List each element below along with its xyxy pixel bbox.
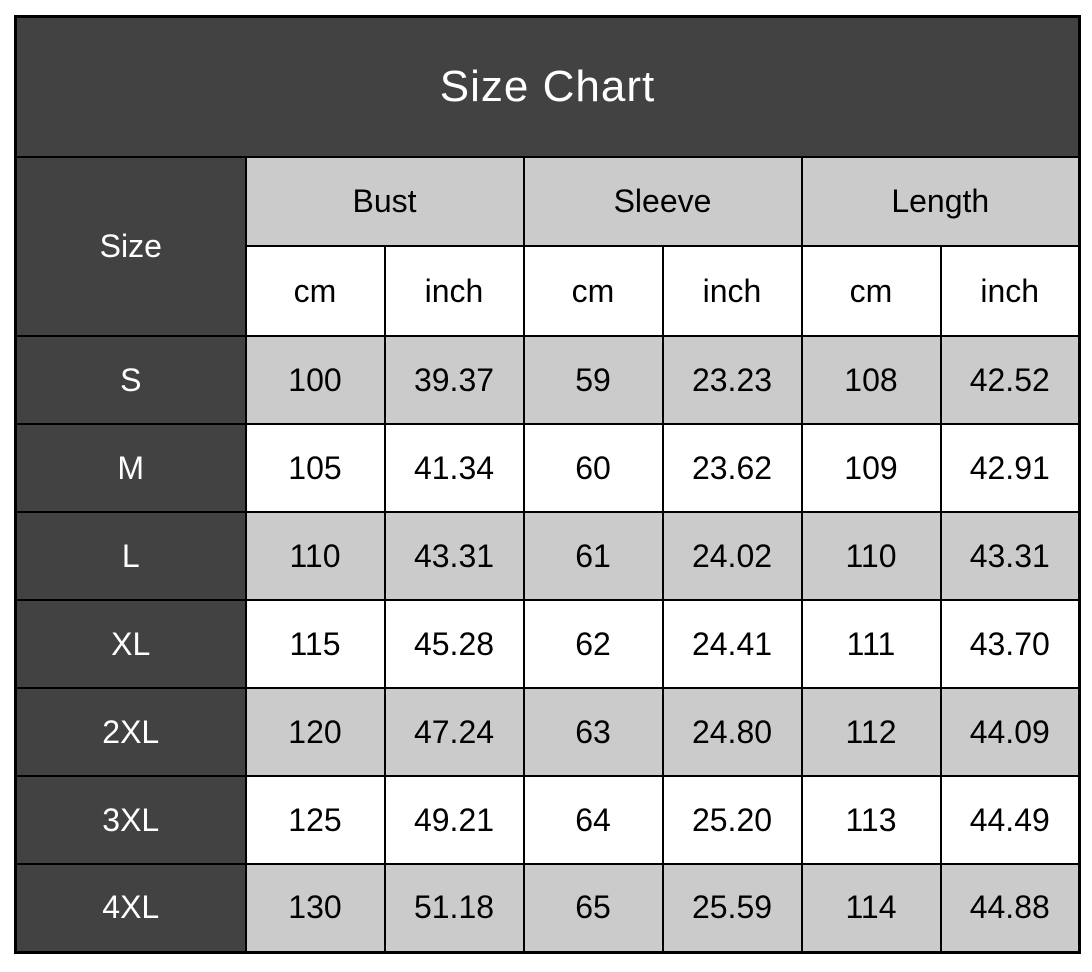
length-cm-header: cm (800, 245, 942, 337)
measurement-cell: 62 (522, 599, 664, 689)
measurement-cell: 51.18 (383, 863, 525, 953)
measurement-cell: 42.91 (939, 423, 1081, 513)
measurement-cell: 125 (244, 775, 386, 865)
size-label: S (14, 335, 247, 425)
measurement-cell: 59 (522, 335, 664, 425)
measurement-cell: 42.52 (939, 335, 1081, 425)
title-row: Size Chart (14, 15, 1081, 158)
measurement-cell: 113 (800, 775, 942, 865)
measurement-cell: 112 (800, 687, 942, 777)
measurement-cell: 105 (244, 423, 386, 513)
size-column-header: Size (14, 156, 247, 337)
measurement-cell: 25.20 (661, 775, 803, 865)
measurement-cell: 130 (244, 863, 386, 953)
measurement-cell: 111 (800, 599, 942, 689)
measurement-cell: 24.41 (661, 599, 803, 689)
size-label: 4XL (14, 863, 247, 953)
measurement-cell: 44.49 (939, 775, 1081, 865)
bust-inch-header: inch (383, 245, 525, 337)
length-group-header: Length (800, 156, 1081, 247)
table-row: L 110 43.31 61 24.02 110 43.31 (14, 511, 1081, 601)
measurement-cell: 44.09 (939, 687, 1081, 777)
table-row: M 105 41.34 60 23.62 109 42.91 (14, 423, 1081, 513)
measurement-cell: 45.28 (383, 599, 525, 689)
measurement-cell: 25.59 (661, 863, 803, 953)
measurement-cell: 114 (800, 863, 942, 953)
table-row: S 100 39.37 59 23.23 108 42.52 (14, 335, 1081, 425)
measurement-cell: 41.34 (383, 423, 525, 513)
measurement-cell: 100 (244, 335, 386, 425)
measurement-cell: 63 (522, 687, 664, 777)
measurement-cell: 24.02 (661, 511, 803, 601)
measurement-cell: 65 (522, 863, 664, 953)
sleeve-group-header: Sleeve (522, 156, 803, 247)
measurement-cell: 43.70 (939, 599, 1081, 689)
size-chart-table: Size Chart Size Bust Sleeve Length cm in… (14, 15, 1081, 954)
measurement-cell: 44.88 (939, 863, 1081, 953)
table-row: XL 115 45.28 62 24.41 111 43.70 (14, 599, 1081, 689)
size-label: XL (14, 599, 247, 689)
table-row: 4XL 130 51.18 65 25.59 114 44.88 (14, 863, 1081, 953)
length-inch-header: inch (939, 245, 1081, 337)
measurement-cell: 23.62 (661, 423, 803, 513)
measurement-cell: 110 (244, 511, 386, 601)
measurement-cell: 43.31 (939, 511, 1081, 601)
unit-header-row: cm inch cm inch cm inch (16, 245, 1081, 337)
bust-group-header: Bust (244, 156, 525, 247)
measurement-cell: 61 (522, 511, 664, 601)
measurement-cell: 49.21 (383, 775, 525, 865)
size-label: 3XL (14, 775, 247, 865)
bust-cm-header: cm (244, 245, 386, 337)
group-header-row: Size Bust Sleeve Length (14, 156, 1081, 337)
measurement-cell: 115 (244, 599, 386, 689)
size-label: L (14, 511, 247, 601)
measurement-cell: 23.23 (661, 335, 803, 425)
table-row: 3XL 125 49.21 64 25.20 113 44.49 (14, 775, 1081, 865)
measurement-cell: 64 (522, 775, 664, 865)
size-table-body: S 100 39.37 59 23.23 108 42.52 M 105 41.34 60 23.62… (14, 335, 1081, 953)
size-label: 2XL (14, 687, 247, 777)
measurement-cell: 39.37 (383, 335, 525, 425)
measurement-cell: 47.24 (383, 687, 525, 777)
measurement-cell: 108 (800, 335, 942, 425)
measurement-cell: 43.31 (383, 511, 525, 601)
measurement-cell: 120 (244, 687, 386, 777)
size-chart-title: Size Chart (14, 15, 1081, 158)
sleeve-cm-header: cm (522, 245, 664, 337)
measurement-cell: 110 (800, 511, 942, 601)
sleeve-inch-header: inch (661, 245, 803, 337)
measurement-cell: 24.80 (661, 687, 803, 777)
measurement-cell: 109 (800, 423, 942, 513)
measurement-cell: 60 (522, 423, 664, 513)
size-label: M (14, 423, 247, 513)
table-row: 2XL 120 47.24 63 24.80 112 44.09 (14, 687, 1081, 777)
